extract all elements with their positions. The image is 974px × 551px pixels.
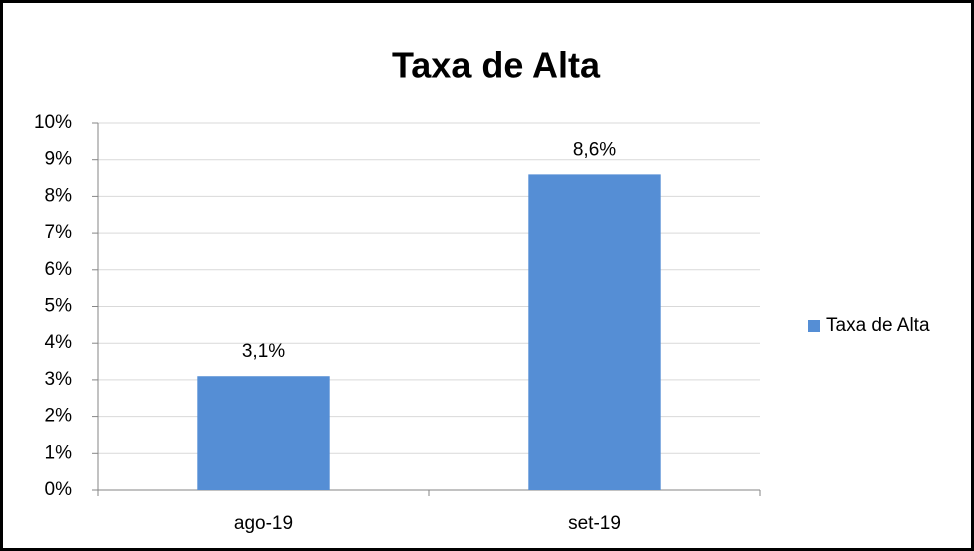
y-tick-label: 3% (45, 369, 73, 390)
bar (528, 174, 661, 490)
y-tick-label: 0% (45, 479, 73, 500)
legend-swatch (808, 320, 820, 332)
legend-label: Taxa de Alta (826, 315, 930, 336)
x-tick-label: set-19 (568, 513, 621, 534)
x-tick-label: ago-19 (234, 513, 293, 534)
y-tick-label: 1% (45, 442, 73, 463)
y-tick-label: 5% (45, 296, 73, 317)
y-tick-label: 8% (45, 185, 73, 206)
y-tick-label: 4% (45, 332, 73, 353)
chart-title: Taxa de Alta (392, 45, 601, 86)
y-tick-label: 2% (45, 406, 73, 427)
data-label: 3,1% (242, 341, 285, 362)
bar (197, 376, 330, 490)
y-tick-label: 9% (45, 149, 73, 170)
y-tick-label: 6% (45, 259, 73, 280)
y-tick-label: 7% (45, 222, 73, 243)
y-tick-label: 10% (34, 112, 72, 133)
data-label: 8,6% (573, 139, 616, 160)
